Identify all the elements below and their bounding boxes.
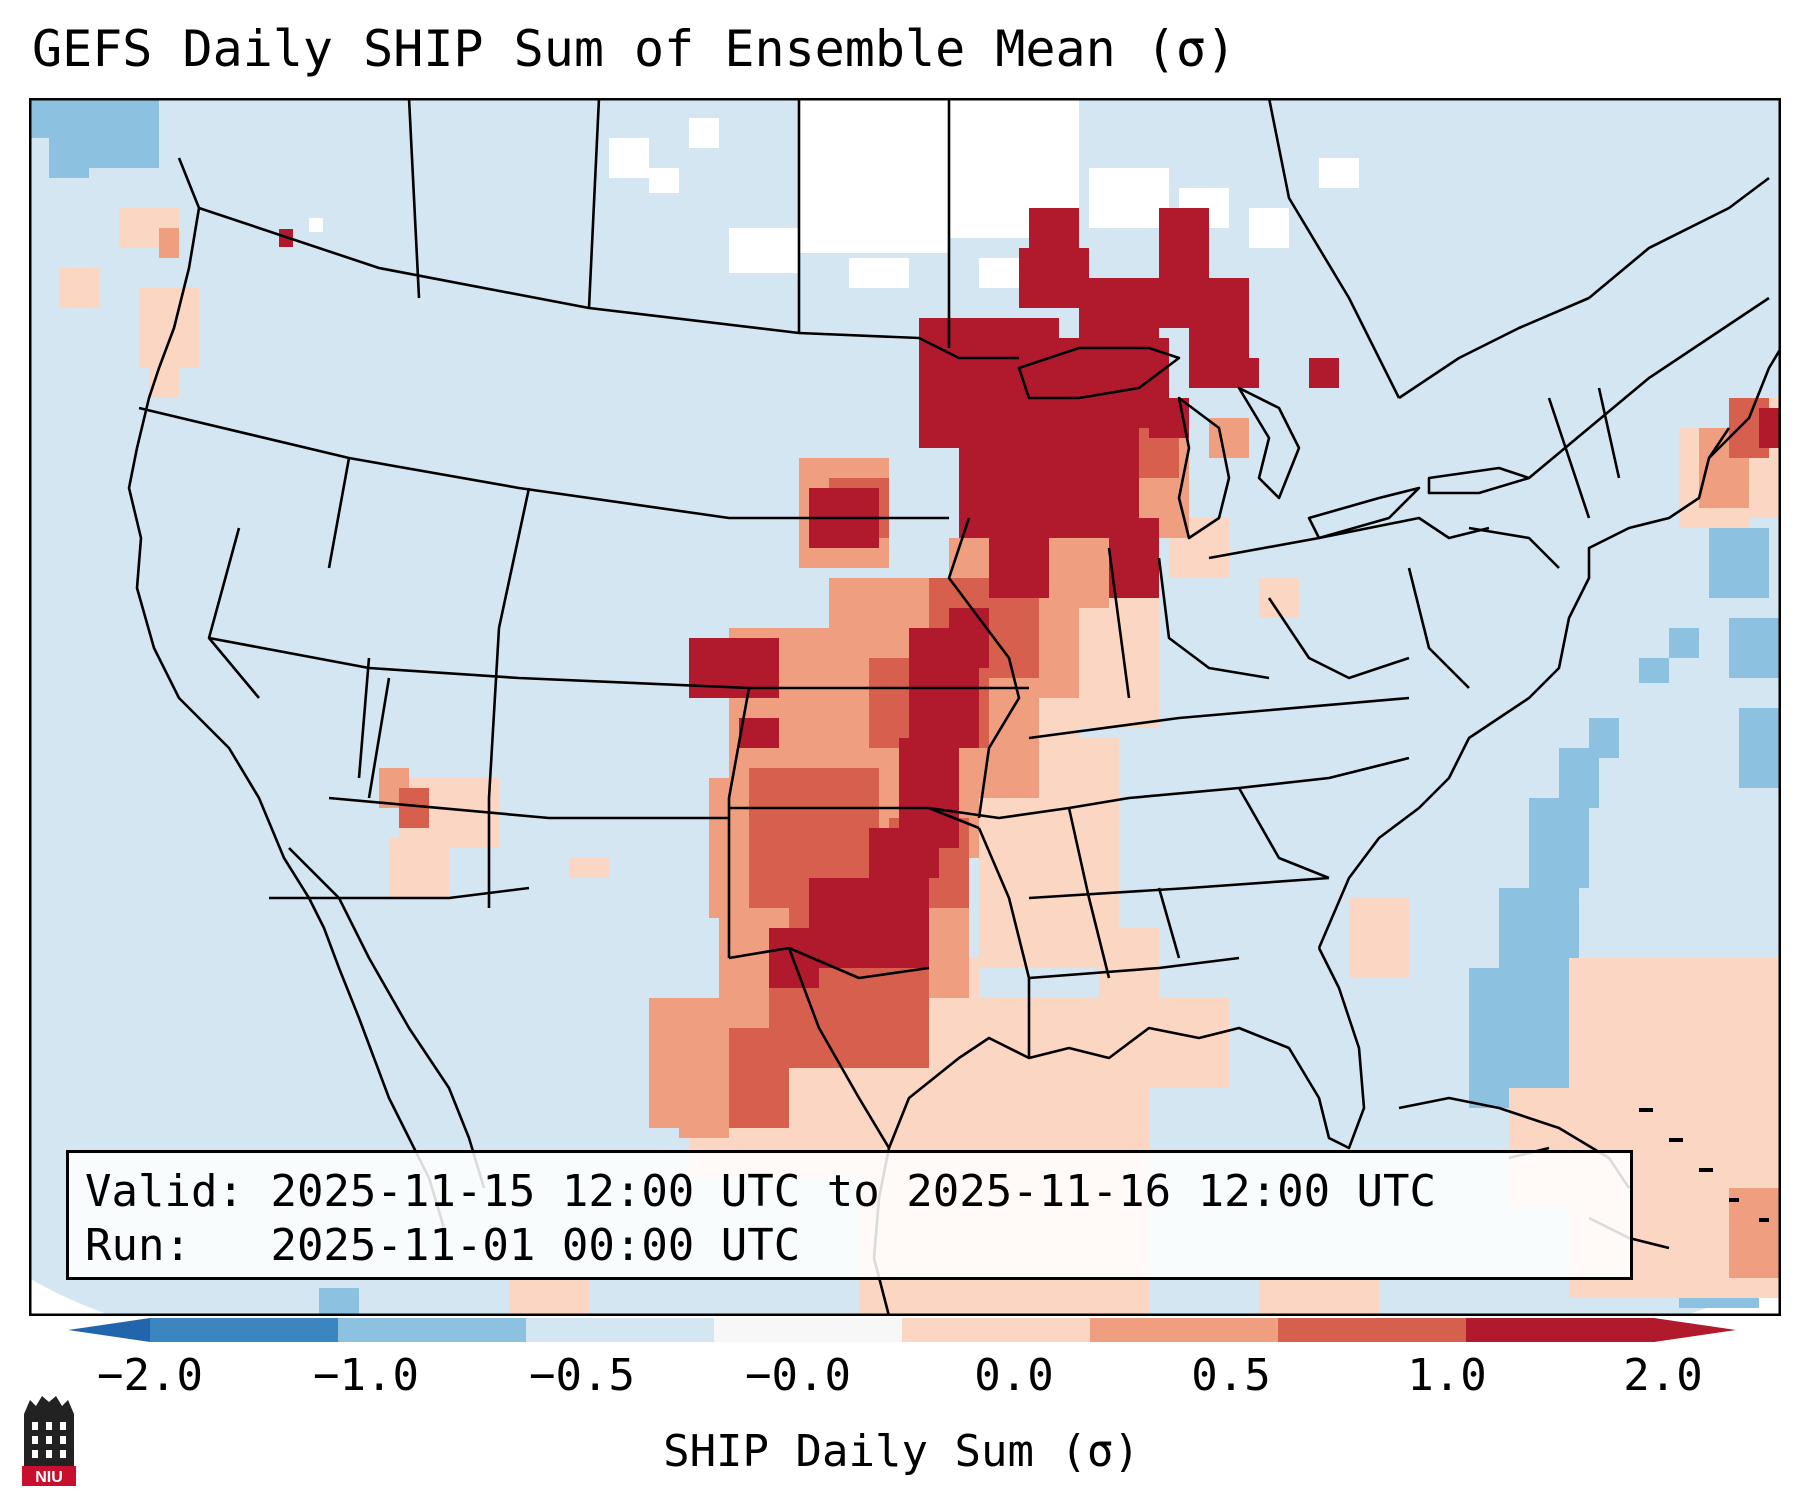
tick-label: 0.5 <box>1191 1350 1271 1401</box>
map-title: GEFS Daily SHIP Sum of Ensemble Mean (σ) <box>32 20 1237 78</box>
geographic-boundaries <box>127 98 1781 1316</box>
run-row: Run: 2025-11-01 00:00 UTC <box>85 1219 1630 1273</box>
valid-value: 2025-11-15 12:00 UTC to 2025-11-16 12:00… <box>270 1166 1437 1217</box>
near-zero-patches <box>309 98 1359 288</box>
tick-label: 0.0 <box>974 1350 1054 1401</box>
colorbar-segments <box>150 1318 1655 1342</box>
colorbar-segment <box>1466 1318 1655 1342</box>
niu-tower-logo-icon: NIU <box>20 1392 78 1488</box>
colorbar-high-extend <box>1654 1318 1736 1342</box>
colorbar-segment <box>526 1318 715 1342</box>
run-value: 2025-11-01 00:00 UTC <box>270 1220 801 1271</box>
colorbar-segment <box>1090 1318 1279 1342</box>
tick-label: −0.0 <box>745 1350 851 1401</box>
colorbar <box>68 1318 1736 1342</box>
tick-label: 1.0 <box>1407 1350 1487 1401</box>
colorbar-segment <box>150 1318 339 1342</box>
valid-run-infobox: Valid: 2025-11-15 12:00 UTC to 2025-11-1… <box>66 1150 1633 1280</box>
colorbar-label: SHIP Daily Sum (σ) <box>663 1426 1140 1477</box>
valid-label: Valid: <box>85 1166 244 1217</box>
map-frame <box>29 98 1781 1316</box>
tick-label: −1.0 <box>313 1350 419 1401</box>
tick-label: 2.0 <box>1623 1350 1703 1401</box>
logo-text: NIU <box>35 1469 63 1486</box>
positive-anomaly-level4 <box>279 208 1779 988</box>
colorbar-segment <box>902 1318 1091 1342</box>
caribbean-islands <box>1639 1108 1769 1222</box>
colorbar-segment <box>338 1318 527 1342</box>
colorbar-low-extend <box>68 1318 150 1342</box>
colorbar-ticks: −2.0 −1.0 −0.5 −0.0 0.0 0.5 1.0 2.0 <box>0 1350 1803 1410</box>
valid-row: Valid: 2025-11-15 12:00 UTC to 2025-11-1… <box>85 1165 1630 1219</box>
colorbar-segment <box>1278 1318 1467 1342</box>
tick-label: −0.5 <box>529 1350 635 1401</box>
run-label: Run: <box>85 1220 191 1271</box>
anomaly-map <box>29 98 1781 1316</box>
colorbar-segment <box>714 1318 903 1342</box>
tick-label: −2.0 <box>97 1350 203 1401</box>
